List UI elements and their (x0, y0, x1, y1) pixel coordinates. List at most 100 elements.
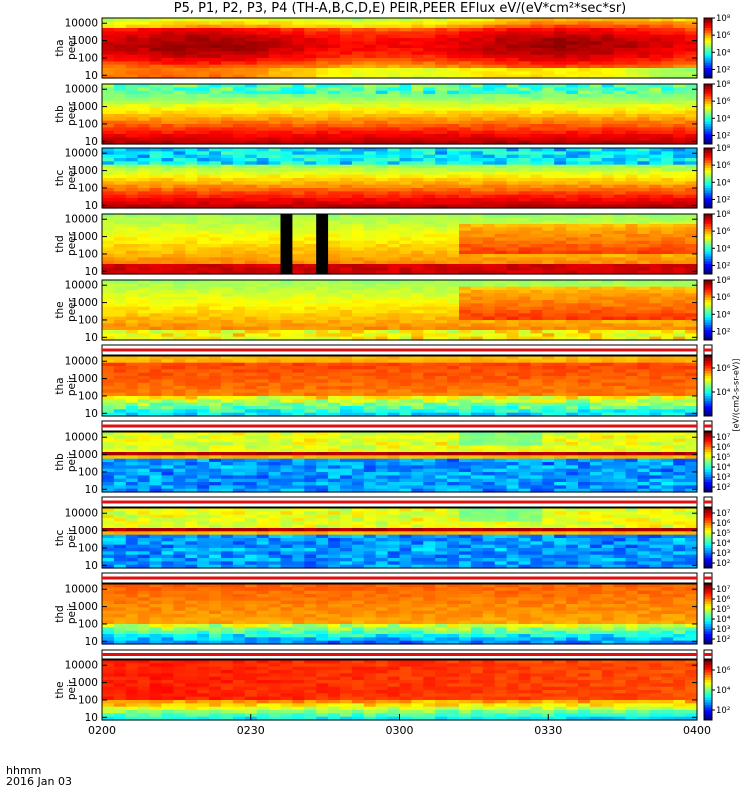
heatmap-cell (673, 286, 686, 291)
heatmap-cell (411, 191, 424, 196)
heatmap-cell (685, 164, 698, 169)
heatmap-cell (173, 31, 186, 36)
heatmap-cell (601, 61, 615, 66)
heatmap-cell (304, 151, 317, 156)
heatmap-cell (161, 201, 174, 206)
heatmap-cell (494, 28, 508, 32)
heatmap-cell (173, 74, 186, 79)
heatmap-cell (554, 306, 567, 311)
heatmap-cell (554, 127, 567, 132)
heatmap-cell (137, 399, 151, 404)
heatmap-cell (625, 290, 639, 294)
heatmap-cell (256, 286, 270, 291)
heatmap-cell (518, 293, 531, 298)
heatmap-cell (399, 168, 412, 172)
heatmap-cell (328, 130, 341, 135)
heatmap-cell (232, 97, 246, 102)
heatmap-cell (566, 293, 579, 298)
heatmap-cell (530, 306, 543, 311)
heatmap-cell (518, 313, 531, 318)
heatmap-cell (292, 124, 305, 128)
heatmap-cell (209, 260, 222, 265)
heatmap-cell (673, 44, 686, 49)
heatmap-cell (280, 114, 293, 118)
heatmap-cell (221, 359, 234, 364)
heatmap-cell (601, 320, 615, 324)
heatmap-cell (209, 44, 222, 49)
heatmap-cell (518, 18, 531, 22)
heatmap-cell (566, 137, 579, 142)
y-tick-label: 10 (85, 332, 98, 344)
heatmap-cell (221, 151, 234, 156)
heatmap-cell (232, 28, 246, 32)
heatmap-cell (102, 369, 115, 374)
heatmap-cell (173, 104, 186, 108)
heatmap-cell (328, 204, 341, 209)
heatmap-cell (149, 286, 163, 291)
heatmap-cell (185, 280, 198, 284)
heatmap-cell (673, 31, 686, 36)
heatmap-cell (137, 198, 151, 202)
heatmap-cell (113, 376, 127, 380)
heatmap-cell (506, 148, 520, 152)
heatmap-cell (221, 38, 234, 42)
heatmap-cell (340, 264, 353, 268)
heatmap-cell (351, 313, 365, 318)
heatmap-cell (280, 100, 293, 105)
heatmap-cell (185, 310, 198, 314)
heatmap-cell (375, 224, 389, 228)
heatmap-cell (447, 234, 460, 238)
heatmap-cell (113, 300, 127, 304)
heatmap-cell (125, 44, 139, 49)
heatmap-cell (673, 204, 686, 209)
heatmap-cell (613, 140, 627, 145)
heatmap-cell (578, 320, 591, 324)
heatmap-cell (459, 201, 472, 206)
heatmap-cell (221, 107, 234, 112)
heatmap-cell (542, 48, 555, 52)
heatmap-cell (244, 330, 258, 334)
heatmap-cell (673, 293, 686, 298)
heatmap-cell (447, 224, 460, 228)
heatmap-cell (185, 97, 198, 102)
heatmap-cell (375, 21, 389, 26)
heatmap-cell (578, 237, 591, 242)
heatmap-cell (256, 18, 270, 22)
heatmap-cell (494, 230, 508, 235)
heatmap-cell (637, 127, 650, 132)
heatmap-cell (316, 34, 329, 39)
heatmap-cell (244, 406, 258, 410)
colorbar-tick-label: 10⁶ (716, 31, 731, 41)
heatmap-cell (613, 320, 627, 324)
heatmap-cell (494, 267, 508, 272)
heatmap-cell (375, 100, 389, 105)
heatmap-cell (589, 31, 603, 36)
heatmap-cell (423, 330, 436, 334)
heatmap-cell (375, 300, 389, 304)
heatmap-cell (375, 313, 389, 318)
heatmap-cell (589, 244, 603, 248)
heatmap-cell (268, 267, 282, 272)
heatmap-cell (685, 38, 698, 42)
heatmap-cell (113, 104, 127, 108)
heatmap-cell (280, 74, 293, 79)
heatmap-cell (589, 290, 603, 294)
heatmap-cell (268, 286, 282, 291)
heatmap-cell (328, 117, 341, 122)
heatmap-cell (197, 110, 210, 115)
heatmap-cell (161, 158, 174, 162)
heatmap-cell (351, 283, 365, 288)
heatmap-cell (149, 214, 163, 218)
heatmap-cell (494, 188, 508, 192)
heatmap-cell (649, 217, 662, 222)
heatmap-cell (280, 117, 293, 122)
heatmap-cell (387, 323, 401, 328)
heatmap-cell (518, 296, 531, 301)
colorbar-segment (704, 190, 712, 194)
heatmap-cell (256, 114, 270, 118)
heatmap-cell (459, 71, 472, 76)
heatmap-cell (482, 134, 496, 138)
heatmap-cell (530, 254, 543, 258)
heatmap-cell (256, 402, 270, 407)
